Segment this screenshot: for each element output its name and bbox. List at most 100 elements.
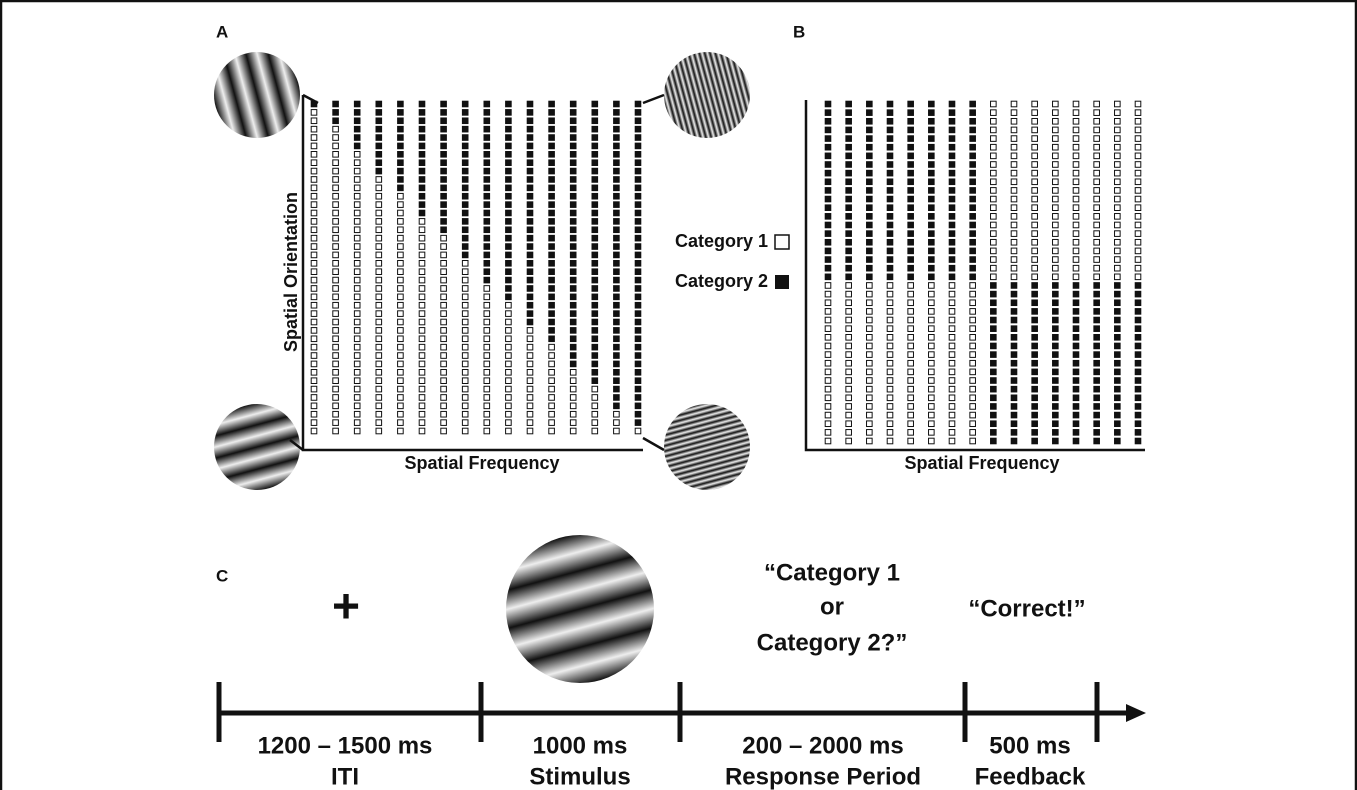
- stimulus-cat2: [570, 210, 576, 216]
- stimulus-cat1: [908, 283, 914, 289]
- stimulus-cat2: [1073, 421, 1079, 427]
- stimulus-cat2: [506, 227, 512, 233]
- stimulus-cat2: [1053, 386, 1059, 392]
- stimulus-cat2: [419, 152, 425, 158]
- stimulus-cat2: [929, 205, 935, 211]
- stimulus-cat2: [484, 118, 490, 124]
- axis-label: Spatial Frequency: [904, 453, 1059, 473]
- stimulus-cat1: [1053, 170, 1059, 176]
- stimulus-cat1: [1135, 170, 1141, 176]
- stimulus-cat1: [484, 411, 490, 417]
- stimulus-cat2: [970, 162, 976, 168]
- stimulus-cat2: [398, 135, 404, 141]
- stimulus-cat2: [1094, 395, 1100, 401]
- stimulus-cat2: [929, 214, 935, 220]
- stimulus-cat2: [991, 360, 997, 366]
- stimulus-cat1: [376, 328, 382, 334]
- stimulus-cat1: [527, 395, 533, 401]
- stimulus-cat1: [991, 265, 997, 271]
- stimulus-cat1: [1053, 274, 1059, 280]
- stimulus-cat2: [398, 152, 404, 158]
- stimulus-cat2: [929, 222, 935, 228]
- stimulus-cat2: [614, 370, 620, 376]
- stimulus-cat1: [419, 261, 425, 267]
- stimulus-cat2: [825, 162, 831, 168]
- stimulus-cat2: [527, 252, 533, 258]
- stimulus-cat2: [484, 235, 490, 241]
- stimulus-cat1: [1032, 274, 1038, 280]
- stimulus-cat1: [846, 326, 852, 332]
- stimulus-cat1: [949, 395, 955, 401]
- stimulus-cat2: [949, 118, 955, 124]
- stimulus-cat1: [949, 369, 955, 375]
- stimulus-cat2: [570, 168, 576, 174]
- stimulus-cat1: [527, 403, 533, 409]
- stimulus-cat1: [991, 162, 997, 168]
- stimulus-cat2: [333, 101, 339, 107]
- stimulus-cat1: [354, 252, 360, 258]
- stimulus-cat2: [949, 188, 955, 194]
- stimulus-cat2: [462, 235, 468, 241]
- stimulus-cat1: [527, 386, 533, 392]
- stimulus-cat1: [1073, 265, 1079, 271]
- stimulus-cat2: [970, 265, 976, 271]
- stimulus-cat1: [970, 378, 976, 384]
- stimulus-cat2: [1053, 360, 1059, 366]
- stimulus-cat2: [1073, 360, 1079, 366]
- stimulus-cat2: [570, 344, 576, 350]
- stimulus-cat2: [635, 370, 641, 376]
- stimulus-cat1: [311, 378, 317, 384]
- stimulus-cat1: [311, 219, 317, 225]
- stimulus-cat2: [484, 101, 490, 107]
- stimulus-cat1: [929, 395, 935, 401]
- stimulus-cat2: [635, 378, 641, 384]
- period-name: Response Period: [725, 763, 921, 790]
- stimulus-cat1: [462, 261, 468, 267]
- stimulus-cat1: [311, 361, 317, 367]
- stimulus-cat2: [376, 160, 382, 166]
- stimulus-cat2: [570, 328, 576, 334]
- stimulus-cat2: [1073, 438, 1079, 444]
- stimulus-cat2: [333, 110, 339, 116]
- stimulus-cat1: [991, 101, 997, 107]
- stimulus-cat1: [376, 294, 382, 300]
- stimulus-cat2: [970, 101, 976, 107]
- stimulus-cat1: [506, 420, 512, 426]
- stimulus-cat2: [592, 311, 598, 317]
- stimulus-cat2: [846, 162, 852, 168]
- stimulus-cat1: [635, 428, 641, 434]
- stimulus-cat2: [527, 118, 533, 124]
- stimulus-cat1: [867, 421, 873, 427]
- stimulus-cat1: [549, 386, 555, 392]
- stimulus-cat1: [970, 438, 976, 444]
- stimulus-cat2: [419, 185, 425, 191]
- stimulus-cat1: [846, 335, 852, 341]
- stimulus-cat2: [592, 378, 598, 384]
- stimulus-cat1: [1115, 248, 1121, 254]
- stimulus-cat1: [1073, 136, 1079, 142]
- stimulus-cat2: [1135, 395, 1141, 401]
- stimulus-cat1: [1053, 127, 1059, 133]
- stimulus-cat2: [949, 179, 955, 185]
- stimulus-cat2: [867, 118, 873, 124]
- stimulus-cat1: [333, 319, 339, 325]
- stimulus-cat1: [1011, 170, 1017, 176]
- stimulus-cat1: [887, 360, 893, 366]
- stimulus-cat2: [484, 160, 490, 166]
- stimulus-cat2: [1135, 291, 1141, 297]
- stimulus-cat1: [1032, 101, 1038, 107]
- stimulus-cat1: [462, 403, 468, 409]
- stimulus-cat1: [949, 309, 955, 315]
- stimulus-cat2: [846, 170, 852, 176]
- stimulus-cat2: [527, 202, 533, 208]
- stimulus-cat2: [635, 118, 641, 124]
- stimulus-cat1: [311, 420, 317, 426]
- stimulus-cat1: [908, 291, 914, 297]
- stimulus-cat2: [929, 153, 935, 159]
- stimulus-cat2: [635, 135, 641, 141]
- stimulus-cat2: [825, 265, 831, 271]
- stimulus-cat2: [614, 252, 620, 258]
- stimulus-cat2: [1073, 317, 1079, 323]
- stimulus-cat1: [462, 311, 468, 317]
- stimulus-cat2: [506, 286, 512, 292]
